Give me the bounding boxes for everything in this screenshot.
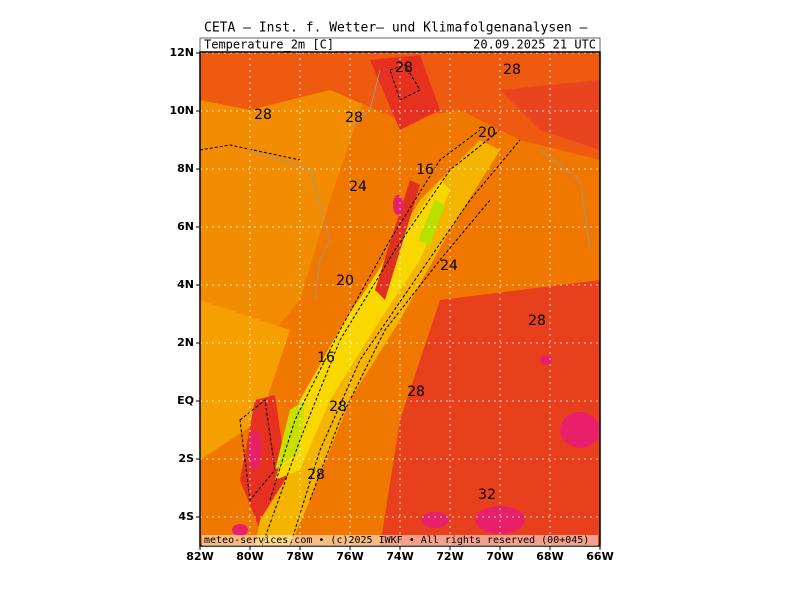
- lat-label: 4S: [178, 510, 194, 523]
- lon-label: 70W: [486, 550, 513, 563]
- lat-label: 12N: [169, 46, 194, 59]
- lon-label: 80W: [236, 550, 263, 563]
- contour-label: 28: [528, 313, 546, 329]
- contour-label: 28: [345, 110, 363, 126]
- lon-label: 76W: [336, 550, 363, 563]
- contour-label: 28: [254, 107, 272, 123]
- contour-label: 28: [407, 384, 425, 400]
- contour-label: 24: [440, 258, 458, 274]
- lat-label: 10N: [169, 104, 194, 117]
- contour-label: 16: [317, 350, 335, 366]
- contour-label: 24: [349, 179, 367, 195]
- lat-label: 8N: [177, 162, 194, 175]
- contour-label: 28: [329, 399, 347, 415]
- lat-label: 6N: [177, 220, 194, 233]
- lon-label: 68W: [536, 550, 563, 563]
- lat-label: 2S: [178, 452, 194, 465]
- title: CETA — Inst. f. Wetter— und Klimafolgena…: [204, 21, 588, 36]
- datetime: 20.09.2025 21 UTC: [473, 38, 596, 52]
- lon-label: 82W: [186, 550, 213, 563]
- field-name: Temperature_2m [C]: [204, 38, 334, 52]
- contour-label: 20: [478, 125, 496, 141]
- contour-label: 16: [416, 162, 434, 178]
- footer-band: [202, 535, 598, 546]
- lat-label: EQ: [177, 394, 194, 407]
- footer: meteo-services.com • (c)2025 IWKF • All …: [204, 535, 589, 546]
- lat-label: 2N: [177, 336, 194, 349]
- contour-label: 28: [503, 62, 521, 78]
- lon-label: 72W: [436, 550, 463, 563]
- lon-label: 74W: [386, 550, 413, 563]
- contour-label: 28: [395, 60, 413, 76]
- lat-label: 4N: [177, 278, 194, 291]
- contour-label: 20: [336, 273, 354, 289]
- contour-label: 32: [478, 487, 496, 503]
- lon-label: 66W: [586, 550, 613, 563]
- lon-label: 78W: [286, 550, 313, 563]
- contour-label: 28: [307, 467, 325, 483]
